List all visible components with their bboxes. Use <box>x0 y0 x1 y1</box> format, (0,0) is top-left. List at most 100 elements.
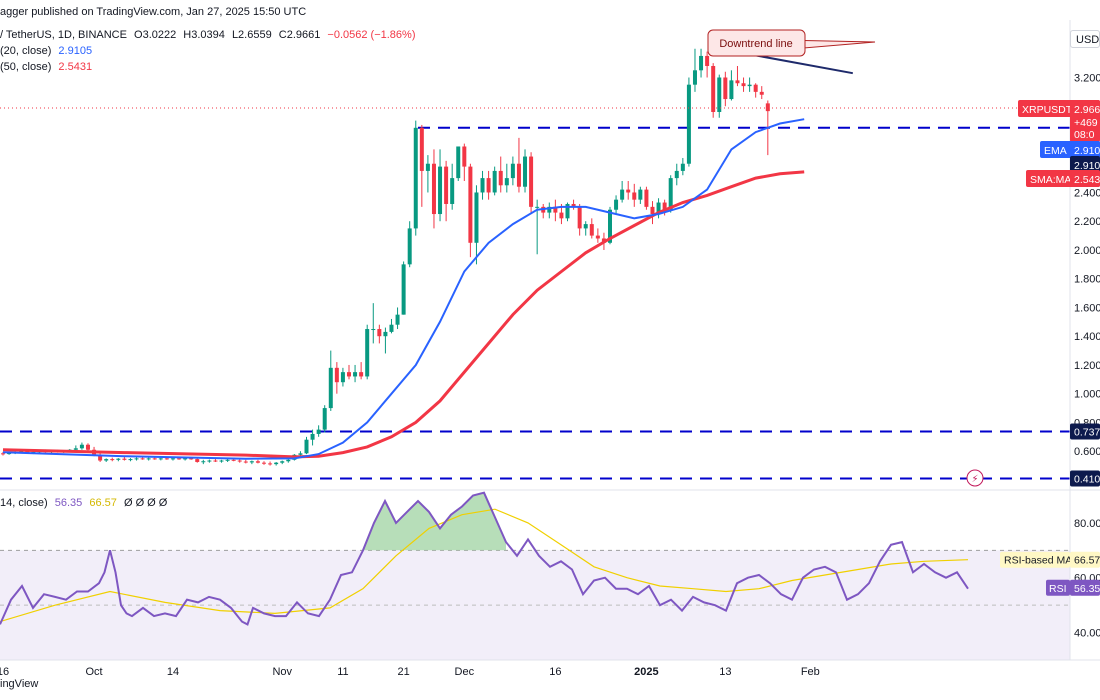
candle-body <box>644 189 649 207</box>
price-tick-label: 1.2000 <box>1074 360 1100 372</box>
candle-body <box>383 331 388 337</box>
candle-body <box>249 461 254 463</box>
candle-body <box>765 103 770 112</box>
price-pane: Downtrend line ⚡ <box>0 29 1070 487</box>
candle-body <box>620 189 625 200</box>
alert-icon[interactable] <box>966 469 984 487</box>
sma-legend[interactable]: (50, close) 2.5431 <box>0 61 96 73</box>
candle-body <box>310 433 315 440</box>
candle-body <box>735 80 740 84</box>
candle-body <box>686 84 691 164</box>
candle-body <box>140 458 145 460</box>
rsi-ma-tag-bg <box>1000 551 1070 568</box>
candle-body <box>553 206 558 213</box>
time-tick-label: Dec <box>455 666 475 678</box>
candle-body <box>680 163 685 171</box>
price-tick-label: 2.4000 <box>1074 187 1100 199</box>
callout-box[interactable] <box>707 29 806 57</box>
price-tick-label: 3.2000 <box>1074 72 1100 84</box>
candle-body <box>705 55 710 66</box>
candle-body <box>626 189 631 193</box>
candle-body <box>170 458 175 460</box>
ohlc-close: C2.9661 <box>278 29 321 41</box>
axes: 3.20003.00002.80002.60002.40002.20002.00… <box>0 20 1100 678</box>
ema-value-tag: 2.910 <box>1074 145 1100 157</box>
candle-body <box>699 55 704 71</box>
time-tick-label: 11 <box>337 666 348 678</box>
candle-body <box>595 235 600 239</box>
xrpusdt-tag: XRPUSDT <box>1022 104 1073 116</box>
sma-legend-label: (50, close) <box>0 61 52 73</box>
candle-body <box>298 453 303 455</box>
ohlc-low: L2.6559 <box>231 29 272 41</box>
published-text: agger published on TradingView.com, Jan … <box>0 6 307 18</box>
sma-legend-value: 2.5431 <box>58 61 93 73</box>
time-tick-label: 16 <box>549 666 561 678</box>
candle-body <box>110 459 115 461</box>
price-tick-label: 2.2000 <box>1074 216 1100 228</box>
price-tag-text: 08:0 <box>1074 129 1095 141</box>
candle-body <box>152 458 157 460</box>
candle-body <box>523 156 528 187</box>
sma-value-tag-bg <box>1070 170 1100 187</box>
time-tick-label: Feb <box>801 666 820 678</box>
price-tag-text: +469 <box>1074 117 1098 129</box>
rsi-line <box>0 491 969 626</box>
candle-body <box>741 83 746 87</box>
candle-body <box>583 224 588 229</box>
candle-body <box>529 156 534 207</box>
time-tick-label: 21 <box>397 666 409 678</box>
candle-body <box>183 458 188 460</box>
candle-body <box>571 203 576 207</box>
candle-body <box>717 77 722 112</box>
candle-body <box>328 367 333 409</box>
candle-body <box>662 202 667 210</box>
rsi-ma-legend-value: 66.57 <box>89 497 117 509</box>
ema-legend[interactable]: (20, close) 2.9105 <box>0 45 96 57</box>
candle-body <box>322 408 327 430</box>
price-tag-bg <box>1070 100 1100 142</box>
candle-body <box>73 448 78 450</box>
candle-body <box>255 461 260 463</box>
ema20-line <box>2 118 805 460</box>
price-tick-label: 1.4000 <box>1074 331 1100 343</box>
rsi-value-bg <box>1070 579 1100 596</box>
candle-body <box>608 209 612 243</box>
candle-body <box>213 460 218 462</box>
candle-body <box>431 163 436 215</box>
ema-value-tag-bg <box>1070 141 1100 158</box>
level-tag-bg <box>1070 470 1100 487</box>
ema-legend-value: 2.9105 <box>58 45 93 57</box>
candle-body <box>723 77 728 100</box>
ema-crosshair-tag: 2.910 <box>1074 160 1100 172</box>
level-tag: 0.737 <box>1074 427 1100 439</box>
candle-body <box>577 206 582 229</box>
candle-body <box>164 458 169 460</box>
candle-body <box>559 212 564 219</box>
candle-body <box>638 189 643 200</box>
candle-body <box>450 178 455 204</box>
sma-tag: SMA:MA <box>1030 174 1071 186</box>
time-tick-label: 13 <box>719 666 731 678</box>
candle-body <box>504 178 509 186</box>
candle-body <box>134 458 139 460</box>
candle-body <box>177 458 182 460</box>
downtrend-annotation-text: Downtrend line <box>719 38 792 50</box>
level-tag: 0.410 <box>1074 474 1100 486</box>
sma-value-tag: 2.543 <box>1074 174 1100 186</box>
price-tick-label: 1.6000 <box>1074 302 1100 314</box>
candle-body <box>474 192 479 243</box>
time-tick-label: Nov <box>272 666 292 678</box>
currency-selector[interactable]: USD <box>1070 30 1100 48</box>
candle-body <box>195 459 200 462</box>
candle-body <box>207 460 212 462</box>
candle-body <box>547 206 552 213</box>
rsi-legend[interactable]: 14, close) 56.35 66.57 Ø Ø Ø Ø <box>0 497 171 509</box>
candle-body <box>674 170 679 179</box>
rsi-tag-bg <box>1046 579 1070 596</box>
candle-body <box>468 166 473 243</box>
candle-body <box>225 459 230 461</box>
candle-body <box>98 454 103 461</box>
candle-body <box>243 461 248 463</box>
candle-body <box>219 460 224 462</box>
